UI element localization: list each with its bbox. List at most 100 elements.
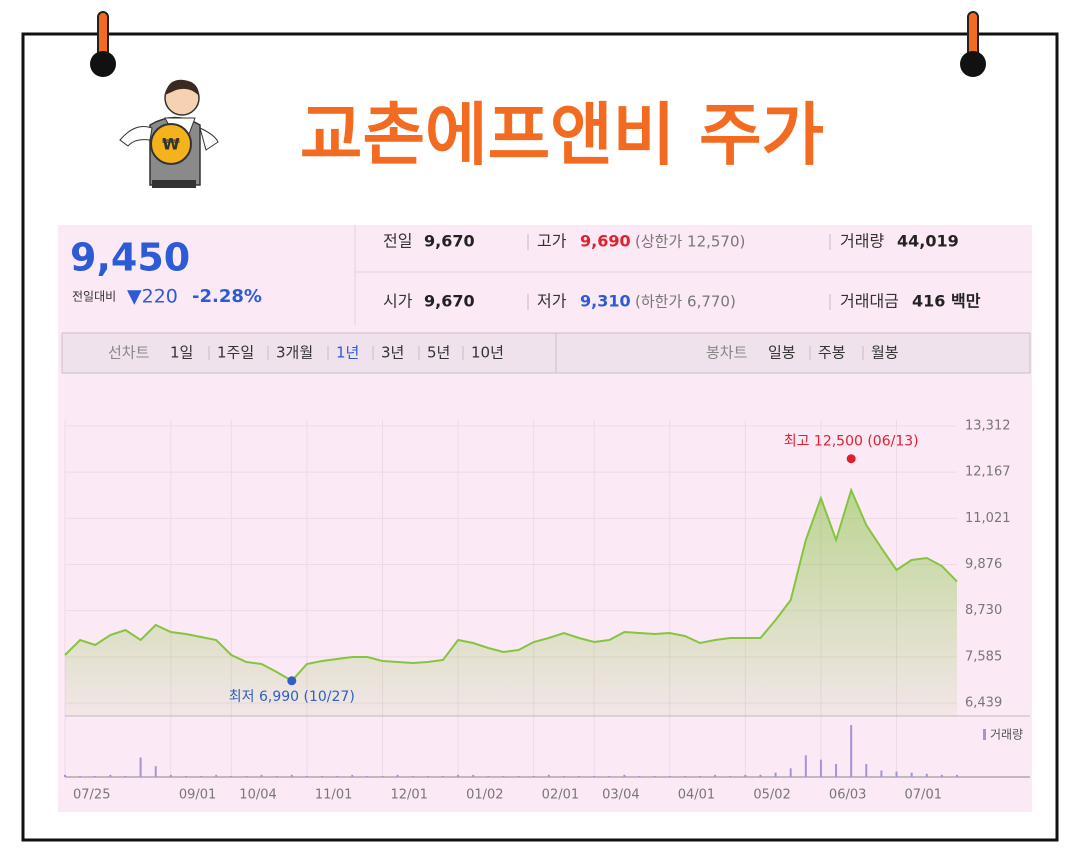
volume-bar: [623, 774, 626, 777]
open-label: 시가: [383, 292, 413, 311]
price-line: [64, 487, 958, 683]
volume-bar: [366, 775, 369, 777]
y-tick-label: 6,439: [965, 696, 1002, 711]
volume-bar: [124, 775, 127, 777]
volume-bar: [714, 774, 717, 777]
volume-bar: [668, 775, 671, 777]
volume-bar: [94, 775, 97, 777]
volume-bar: [835, 764, 838, 777]
volume-bar: [744, 774, 747, 777]
tab-bar: [61, 332, 1031, 374]
volume-bar: [653, 775, 656, 777]
volume-bar: [547, 774, 550, 777]
candle-tab[interactable]: 일봉: [768, 344, 796, 362]
volume-bar: [169, 774, 172, 777]
volume-bar: [789, 768, 792, 777]
tab-group-label: 선차트: [108, 344, 150, 362]
volume-bar: [64, 774, 66, 777]
volume-bar: [396, 774, 399, 777]
character-illustration: ₩: [119, 79, 219, 188]
volume-bar: [910, 772, 913, 777]
y-tick-label: 13,312: [965, 419, 1011, 434]
volume-label: 거래량: [840, 232, 884, 251]
period-tab[interactable]: 3년: [381, 344, 404, 362]
volume-bar: [683, 775, 686, 777]
volume-bar: [698, 775, 701, 777]
upper-limit: (상한가 12,570): [635, 233, 745, 251]
period-tab[interactable]: 10년: [471, 344, 504, 362]
svg-text:₩: ₩: [162, 135, 180, 154]
volume-bar: [245, 775, 248, 777]
volume-bar: [351, 774, 354, 777]
period-tab[interactable]: 3개월: [276, 344, 313, 362]
volume-bar: [608, 775, 611, 777]
y-tick-label: 8,730: [965, 603, 1002, 618]
volume-bar: [517, 775, 520, 777]
volume-bar: [230, 775, 233, 777]
ring-hole: [960, 51, 986, 77]
price: 9,450: [70, 236, 190, 280]
prev-label: 전일: [383, 232, 412, 251]
x-tick-label: 11/01: [315, 788, 352, 803]
volume-bar: [200, 775, 203, 777]
x-tick-label: 09/01: [179, 788, 216, 803]
candle-tab[interactable]: 월봉: [871, 344, 899, 362]
volume-bar: [502, 775, 505, 777]
high: 9,690: [580, 232, 631, 251]
volume-bar: [426, 775, 429, 777]
volume-bar: [925, 773, 928, 777]
candle-tab[interactable]: 주봉: [818, 344, 846, 362]
volume-bar: [956, 774, 958, 777]
y-tick-label: 9,876: [965, 557, 1002, 572]
x-tick-label: 07/01: [905, 788, 942, 803]
volume-bar: [487, 775, 490, 777]
high-marker: [846, 454, 856, 464]
volume-bar: [381, 775, 384, 777]
low-label: 최저 6,990 (10/27): [229, 689, 355, 705]
volume-bar: [184, 775, 187, 777]
volume-bar: [472, 774, 475, 777]
volume-bar: [850, 725, 853, 777]
y-tick-label: 7,585: [965, 649, 1002, 664]
x-tick-label: 02/01: [542, 788, 579, 803]
tab-group-label: 봉차트: [706, 344, 748, 362]
ring-hole: [90, 51, 116, 77]
x-tick-label: 03/04: [602, 788, 639, 803]
volume-bar: [729, 775, 732, 777]
volume-bar: [260, 774, 263, 777]
candle-tabs: 일봉 주봉 월봉: [768, 344, 899, 362]
x-tick-label: 04/01: [678, 788, 715, 803]
volume-bar: [819, 759, 822, 777]
period-tab[interactable]: 1년: [336, 344, 359, 362]
volume-bar: [804, 755, 807, 777]
low-label: 저가: [537, 292, 567, 311]
volume-bar: [578, 775, 581, 777]
title: 교촌에프앤비 주가: [300, 97, 824, 176]
x-tick-label: 12/01: [390, 788, 427, 803]
volume-bar: [759, 774, 762, 777]
period-tab[interactable]: 1주일: [217, 344, 254, 362]
volume-legend-mark: [983, 729, 986, 740]
chart: 6,439 7,585 8,730 9,876 11,021 12,167 13,312 07…: [64, 419, 1030, 803]
high-label: 최고 12,500 (06/13): [784, 434, 919, 450]
volume-bar: [865, 764, 868, 777]
volume-bar: [880, 770, 883, 777]
high-label: 고가: [537, 232, 567, 251]
period-tabs: 1일 1주일 3개월 1년 3년 5년 10년: [170, 344, 504, 362]
low: 9,310: [580, 292, 631, 311]
period-tab[interactable]: 5년: [427, 344, 450, 362]
low-marker: [287, 676, 297, 686]
x-tick-label: 10/04: [239, 788, 276, 803]
x-tick-label: 01/02: [466, 788, 503, 803]
period-tab[interactable]: 1일: [170, 344, 193, 362]
y-tick-label: 11,021: [965, 511, 1011, 526]
prev: 9,670: [424, 232, 475, 251]
open: 9,670: [424, 292, 475, 311]
volume-bar: [940, 774, 943, 777]
amount: 416 백만: [912, 292, 981, 311]
volume-bar: [441, 775, 444, 777]
volume-bar: [336, 775, 339, 777]
volume-bar: [215, 774, 218, 777]
volume-bar: [895, 771, 898, 777]
